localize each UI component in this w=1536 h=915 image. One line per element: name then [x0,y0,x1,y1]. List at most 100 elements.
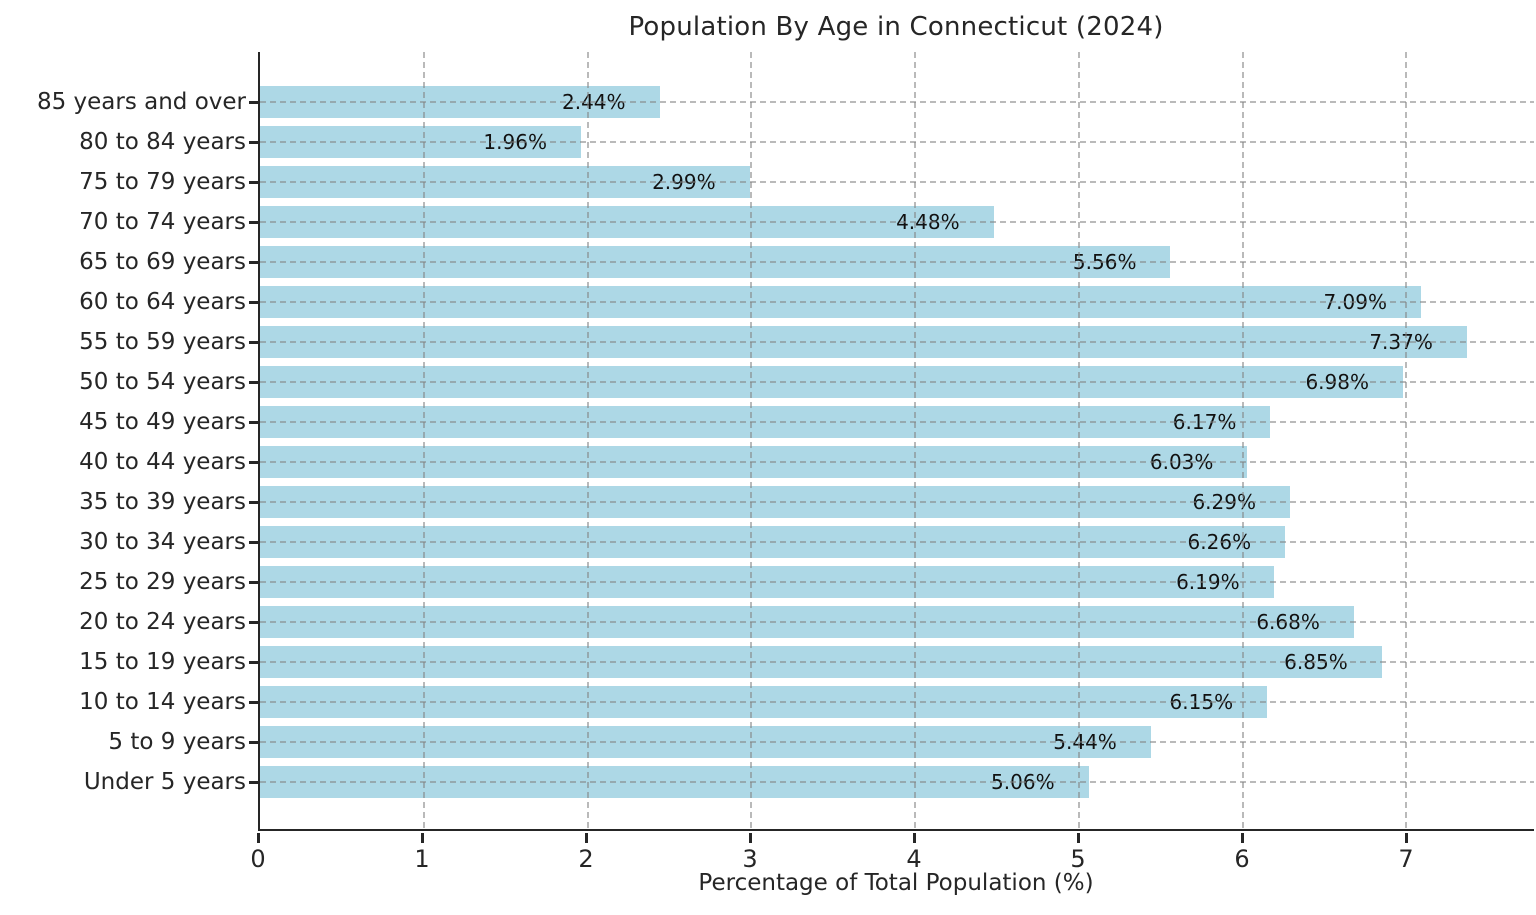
bar-value-label: 6.03% [1149,450,1214,474]
bar-row: 6.85% [260,642,1534,682]
y-tick-label: 85 years and over [36,89,246,115]
bar-value-label: 6.26% [1187,530,1252,554]
bar-value-label: 6.68% [1256,610,1320,634]
y-tick-label: 15 to 19 years [79,649,246,675]
y-tick-label: 70 to 74 years [79,209,246,235]
bar-45-to-49-years: 6.17% [260,406,1271,438]
x-tick-label: 2 [578,845,594,873]
y-tick-label: 55 to 59 years [79,329,246,355]
bar-row: 4.48% [260,202,1534,242]
y-tick-mark [249,541,258,544]
y-tick-label: 30 to 34 years [79,529,246,555]
bar-value-label: 7.37% [1369,330,1433,354]
bar-row: 7.37% [260,322,1534,362]
y-tick-mark [249,101,258,104]
bar-5-to-9-years: 5.44% [260,726,1151,758]
bar-value-label: 6.15% [1169,690,1234,714]
bar-row: 5.44% [260,722,1534,762]
x-tick-mark [913,833,916,843]
y-tick-label: 25 to 29 years [79,569,246,595]
bar-70-to-74-years: 4.48% [260,206,994,238]
x-tick-label: 6 [1234,845,1250,873]
y-tick-mark [249,421,258,424]
y-tick-label: 40 to 44 years [79,449,246,475]
bar-row: 6.29% [260,482,1534,522]
y-tick-mark [249,781,258,784]
bar-row: 6.15% [260,682,1534,722]
y-tick-mark [249,701,258,704]
bar-35-to-39-years: 6.29% [260,486,1290,518]
bar-value-label: 6.85% [1284,650,1348,674]
bar-row: 2.99% [260,162,1534,202]
y-tick-mark [249,141,258,144]
y-tick-mark [249,741,258,744]
bar-row: 6.68% [260,602,1534,642]
bar-row: 5.06% [260,762,1534,802]
y-tick-label: 75 to 79 years [79,169,246,195]
bar-row: 5.56% [260,242,1534,282]
x-tick-label: 0 [250,845,266,873]
y-tick-mark [249,221,258,224]
y-tick-mark [249,341,258,344]
bar-40-to-44-years: 6.03% [260,446,1248,478]
bar-row: 1.96% [260,122,1534,162]
y-tick-mark [249,381,258,384]
x-tick-mark [1077,833,1080,843]
bar-value-label: 5.06% [991,770,1055,794]
bar-50-to-54-years: 6.98% [260,366,1403,398]
y-tick-label: 10 to 14 years [79,689,246,715]
x-tick-mark [1405,833,1408,843]
x-axis-title: Percentage of Total Population (%) [698,870,1094,896]
bar-row: 6.26% [260,522,1534,562]
bars-layer: 2.44% 1.96% 2.99% 4.48% 5.56% 7.09% 7.37% 6.98%… [260,52,1534,829]
bar-85-years-and-over: 2.44% [260,86,660,118]
bar-30-to-34-years: 6.26% [260,526,1286,558]
bar-20-to-24-years: 6.68% [260,606,1354,638]
bar-65-to-69-years: 5.56% [260,246,1171,278]
y-axis-labels: 85 years and over 80 to 84 years 75 to 79 … [0,82,246,802]
bar-value-label: 4.48% [896,210,960,234]
x-tick-mark [1241,833,1244,843]
bar-25-to-29-years: 6.19% [260,566,1274,598]
bar-row: 6.03% [260,442,1534,482]
y-tick-mark [249,461,258,464]
x-tick-mark [421,833,424,843]
x-tick-label: 4 [906,845,922,873]
y-tick-mark [249,581,258,584]
y-tick-mark [249,181,258,184]
bar-55-to-59-years: 7.37% [260,326,1467,358]
bar-value-label: 2.99% [652,170,716,194]
y-tick-label: 65 to 69 years [79,249,246,275]
x-tick-mark [257,833,260,843]
bar-value-label: 2.44% [562,90,626,114]
x-tick-mark [749,833,752,843]
y-tick-label: 80 to 84 years [79,129,246,155]
y-tick-label: 60 to 64 years [79,289,246,315]
x-tick-mark [585,833,588,843]
x-tick-label: 3 [742,845,758,873]
bar-60-to-64-years: 7.09% [260,286,1421,318]
x-tick-label: 5 [1070,845,1086,873]
bar-10-to-14-years: 6.15% [260,686,1268,718]
y-tick-mark [249,621,258,624]
bar-value-label: 6.29% [1192,490,1256,514]
y-tick-label: 20 to 24 years [79,609,246,635]
plot-area: 2.44% 1.96% 2.99% 4.48% 5.56% 7.09% 7.37% 6.98%… [258,52,1534,831]
bar-row: 7.09% [260,282,1534,322]
bar-row: 2.44% [260,82,1534,122]
bar-value-label: 5.56% [1072,250,1137,274]
bar-15-to-19-years: 6.85% [260,646,1382,678]
bar-80-to-84-years: 1.96% [260,126,581,158]
bar-value-label: 6.98% [1305,370,1369,394]
bar-under-5-years: 5.06% [260,766,1089,798]
y-tick-mark [249,661,258,664]
bar-value-label: 7.09% [1323,290,1387,314]
y-tick-label: 35 to 39 years [79,489,246,515]
bar-value-label: 6.19% [1176,570,1240,594]
chart-title: Population By Age in Connecticut (2024) [628,12,1164,42]
y-tick-mark [249,261,258,264]
y-tick-label: 50 to 54 years [79,369,246,395]
bar-value-label: 1.96% [483,130,547,154]
y-tick-label: Under 5 years [83,769,246,795]
